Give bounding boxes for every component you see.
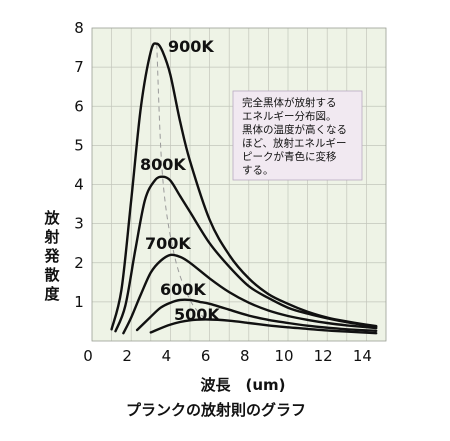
y-axis-label-char: 発 xyxy=(43,247,60,265)
y-axis-label: 放射発散度 xyxy=(43,209,60,303)
annotation-line: する。 xyxy=(242,165,274,177)
y-tick-label: 4 xyxy=(74,176,84,194)
curve-labels-group: 900K 800K 700K 600K 500K xyxy=(140,37,220,324)
x-tick-label: 14 xyxy=(353,347,372,365)
y-axis-label-char: 放 xyxy=(43,209,60,227)
peak-trend-line xyxy=(156,43,207,320)
annotation-text: 完全黒体が放射するエネルギー分布図。黒体の温度が高くなるほど、放射エネルギーピー… xyxy=(242,96,347,177)
curve-700k xyxy=(122,253,378,335)
curve-800k xyxy=(114,175,378,333)
x-tick-label: 12 xyxy=(314,347,333,365)
curve-label-600k: 600K xyxy=(160,280,206,299)
y-tick-labels: 1 2 3 4 5 6 7 8 xyxy=(74,19,84,311)
curve-600k xyxy=(135,298,378,332)
y-tick-label: 5 xyxy=(74,136,84,154)
chart-caption: プランクの放射則のグラフ xyxy=(126,401,306,419)
x-tick-label: 8 xyxy=(240,347,250,365)
annotation-line: 黒体の温度が高くなる xyxy=(242,123,347,136)
x-tick-label: 2 xyxy=(122,347,132,365)
y-tick-label: 6 xyxy=(74,97,84,115)
y-tick-label: 3 xyxy=(74,215,84,233)
y-axis-label-char: 射 xyxy=(43,228,59,246)
curve-label-700k: 700K xyxy=(145,234,191,253)
curve-900k xyxy=(110,42,378,331)
annotation-box: 完全黒体が放射するエネルギー分布図。黒体の温度が高くなるほど、放射エネルギーピー… xyxy=(232,90,363,181)
curve-label-500k: 500K xyxy=(174,305,220,324)
y-tick-label: 7 xyxy=(74,58,84,76)
y-axis-label-char: 散 xyxy=(44,266,60,284)
annotation-line: ほど、放射エネルギー xyxy=(242,137,346,150)
annotation-line: ピークが青色に変移 xyxy=(242,150,337,163)
x-tick-label: 10 xyxy=(274,347,293,365)
annotation-line: 完全黒体が放射する xyxy=(242,96,337,109)
y-tick-label: 8 xyxy=(74,19,84,37)
peak-trend-group xyxy=(156,43,207,320)
curve-label-900k: 900K xyxy=(168,37,214,56)
x-tick-label: 4 xyxy=(162,347,172,365)
x-tick-label: 0 xyxy=(83,347,93,365)
curve-label-800k: 800K xyxy=(140,155,186,174)
y-tick-label: 1 xyxy=(74,293,84,311)
curve-500k xyxy=(149,318,378,335)
curves-group xyxy=(110,42,378,335)
x-tick-labels: 0 2 4 6 8 10 12 14 xyxy=(83,347,372,365)
y-tick-label: 2 xyxy=(74,254,84,272)
y-axis-label-char: 度 xyxy=(44,285,60,303)
x-axis-label: 波長 (um) xyxy=(200,376,285,394)
annotation-line: エネルギー分布図。 xyxy=(242,111,337,123)
x-tick-label: 6 xyxy=(201,347,211,365)
plot-frame xyxy=(91,27,387,342)
